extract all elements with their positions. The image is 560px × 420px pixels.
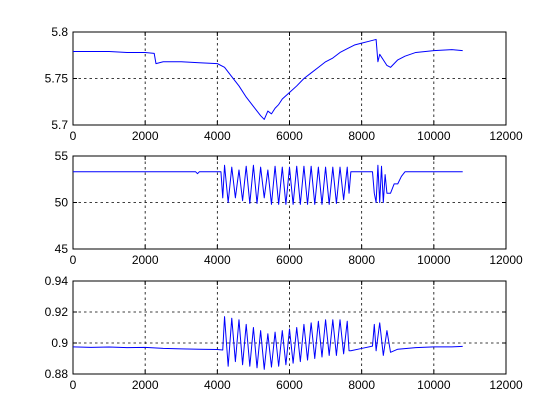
x-tick-label-top: 8000 [348, 129, 375, 143]
x-tick-label-middle: 10000 [417, 253, 451, 267]
x-tick-label-top: 10000 [417, 129, 451, 143]
x-tick-label-bottom: 10000 [417, 378, 451, 392]
x-tick-label-middle: 12000 [489, 253, 523, 267]
axes-middle: 0 2000 4000 6000 8000 10000 12000 45 50 55 [55, 149, 523, 267]
series-line-top [73, 38, 463, 120]
y-tick-label-bottom: 0.92 [45, 305, 69, 319]
series-line-middle [73, 164, 463, 205]
y-tick-label-middle: 55 [55, 149, 69, 163]
x-tick-label-top: 4000 [204, 129, 231, 143]
x-tick-label-bottom: 12000 [489, 378, 523, 392]
x-tick-label-middle: 0 [70, 253, 77, 267]
y-tick-label-top: 5.8 [51, 25, 68, 39]
x-tick-label-middle: 4000 [204, 253, 231, 267]
x-tick-label-top: 0 [70, 129, 77, 143]
x-tick-label-bottom: 2000 [132, 378, 159, 392]
x-tick-label-top: 12000 [489, 129, 523, 143]
y-tick-label-top: 5.75 [45, 72, 69, 86]
y-tick-label-top: 5.7 [51, 118, 68, 132]
x-tick-label-top: 6000 [276, 129, 303, 143]
x-tick-label-middle: 8000 [348, 253, 375, 267]
axes-bottom: 0 2000 4000 6000 8000 10000 12000 0.88 0.9 0.92 0.… [45, 274, 523, 392]
x-tick-label-middle: 2000 [132, 253, 159, 267]
x-tick-label-bottom: 4000 [204, 378, 231, 392]
y-tick-label-bottom: 0.88 [45, 367, 69, 381]
x-tick-label-bottom: 0 [70, 378, 77, 392]
x-tick-label-middle: 6000 [276, 253, 303, 267]
series-line-bottom [72, 316, 463, 370]
x-tick-label-top: 2000 [132, 129, 159, 143]
x-tick-label-bottom: 6000 [276, 378, 303, 392]
x-tick-label-bottom: 8000 [348, 378, 375, 392]
axes-top: 0 2000 4000 6000 8000 10000 12000 5.7 5.75 5.8 [45, 25, 523, 143]
y-tick-label-middle: 50 [55, 196, 69, 210]
y-tick-label-middle: 45 [55, 242, 69, 256]
y-tick-label-bottom: 0.94 [45, 274, 69, 288]
y-tick-label-bottom: 0.9 [51, 336, 68, 350]
